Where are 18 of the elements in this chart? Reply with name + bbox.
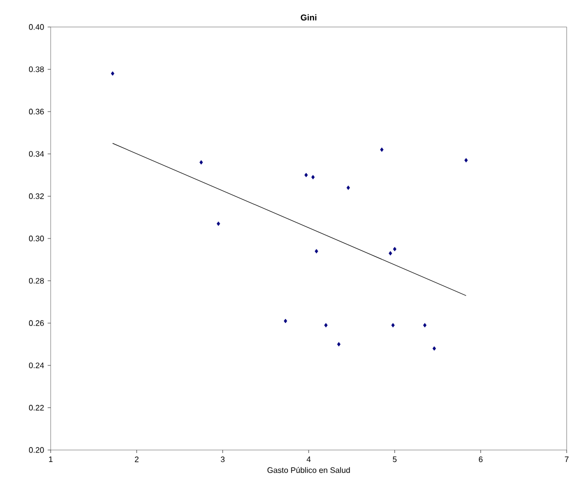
point (304, 172, 308, 178)
point (423, 323, 427, 328)
point (110, 71, 114, 76)
point (314, 248, 318, 254)
point (284, 318, 288, 324)
point (432, 346, 436, 351)
point (200, 160, 203, 165)
point (346, 186, 350, 190)
point (464, 158, 468, 162)
point (391, 323, 395, 328)
point (311, 174, 315, 180)
point (216, 221, 220, 226)
point (388, 251, 392, 256)
point (324, 323, 328, 328)
chart-title: Gini (300, 14, 316, 20)
point (380, 147, 384, 152)
point (337, 342, 340, 346)
point (393, 246, 396, 252)
